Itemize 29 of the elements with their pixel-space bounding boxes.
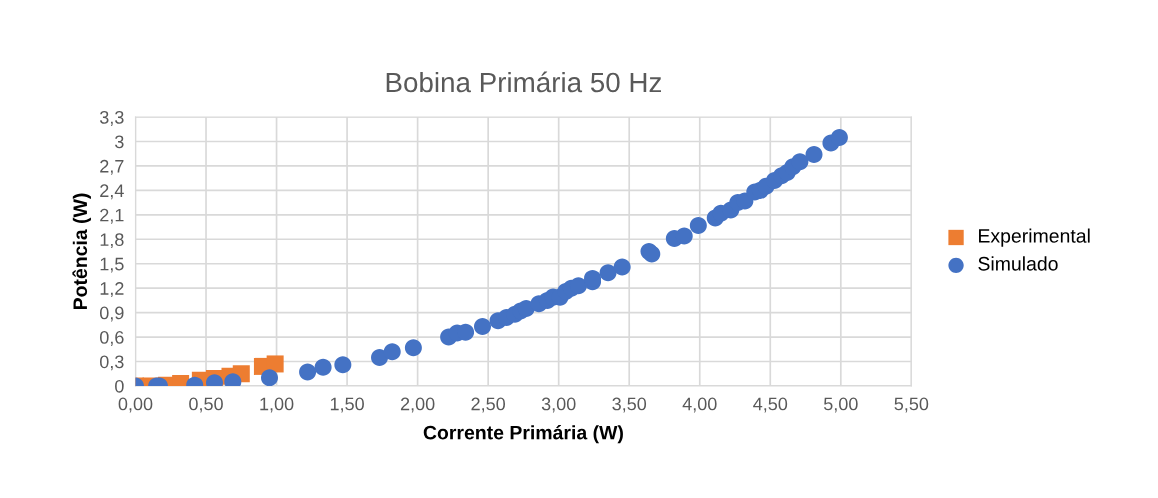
y-tick-label: 2,1 [100,208,124,224]
y-tick-label: 1,2 [100,282,124,298]
x-tick-label: 5,50 [894,397,929,413]
y-tick-label: 1,8 [100,233,124,249]
y-tick-label: 3 [115,135,124,149]
y-axis-title: Potência (W) [72,193,91,310]
x-tick-label: 2,50 [471,397,506,413]
x-axis-title: Corrente Primária (W) [423,425,623,444]
y-tick-label: 2,7 [100,159,124,175]
x-tick-label: 3,50 [612,397,647,413]
y-tick-label: 0,9 [99,306,124,322]
chart-title: Bobina Primária 50 Hz [386,71,661,93]
legend-label: Simulado [978,256,1058,271]
y-tick-label: 1,5 [100,257,124,273]
x-tick-label: 4,00 [682,397,717,413]
legend-label: Experimental [979,228,1090,247]
y-tick-label: 2,4 [100,184,124,200]
x-tick-label: 3,00 [541,397,576,413]
x-tick-label: 0,50 [189,397,223,413]
x-tick-label: 4,50 [753,397,788,413]
x-tick-label: 5,00 [823,397,858,413]
y-tick-label: 3,3 [99,110,124,126]
x-tick-label: 0,00 [118,397,153,413]
x-tick-label: 1,50 [330,397,364,413]
y-tick-label: 0,3 [99,355,124,371]
y-tick-label: 0 [115,379,124,393]
x-tick-label: 1,00 [260,397,294,413]
y-tick-label: 0,6 [99,330,124,346]
x-tick-label: 2,00 [400,397,435,413]
